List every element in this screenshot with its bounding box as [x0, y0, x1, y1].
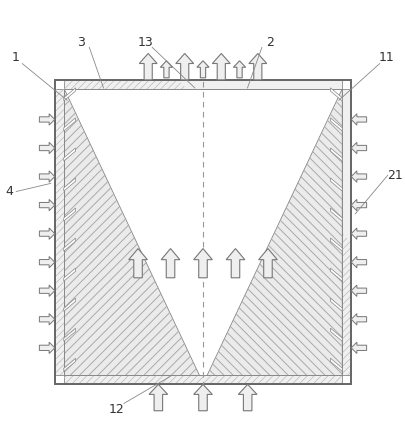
FancyArrow shape [350, 114, 366, 125]
FancyArrow shape [128, 249, 147, 278]
FancyArrow shape [350, 171, 366, 182]
Polygon shape [64, 80, 341, 89]
FancyArrow shape [149, 384, 167, 411]
Text: 12: 12 [109, 403, 124, 416]
Polygon shape [341, 89, 350, 375]
Polygon shape [64, 178, 75, 191]
Polygon shape [64, 298, 75, 311]
Polygon shape [64, 328, 75, 341]
FancyArrow shape [39, 199, 55, 211]
Text: 1: 1 [11, 51, 19, 64]
Text: 21: 21 [386, 169, 401, 182]
FancyArrow shape [39, 171, 55, 182]
FancyArrow shape [212, 53, 230, 80]
FancyArrow shape [39, 228, 55, 239]
FancyArrow shape [193, 249, 212, 278]
FancyArrow shape [350, 257, 366, 268]
Text: 4: 4 [5, 185, 13, 198]
Polygon shape [64, 268, 75, 281]
Bar [55, 80, 350, 384]
Polygon shape [330, 88, 341, 101]
Polygon shape [330, 178, 341, 191]
Polygon shape [330, 118, 341, 131]
FancyArrow shape [39, 114, 55, 125]
Polygon shape [55, 89, 64, 375]
Polygon shape [64, 118, 75, 131]
Polygon shape [207, 89, 341, 375]
Polygon shape [330, 328, 341, 341]
FancyArrow shape [350, 285, 366, 297]
Polygon shape [64, 358, 75, 371]
Polygon shape [64, 375, 341, 384]
FancyArrow shape [350, 314, 366, 325]
Text: 11: 11 [378, 51, 393, 64]
Polygon shape [330, 268, 341, 281]
FancyArrow shape [350, 342, 366, 353]
FancyArrow shape [196, 61, 209, 78]
Text: 3: 3 [77, 35, 85, 49]
Polygon shape [64, 238, 75, 251]
FancyArrow shape [161, 249, 179, 278]
Polygon shape [64, 89, 198, 375]
FancyArrow shape [350, 142, 366, 154]
Polygon shape [330, 208, 341, 221]
FancyArrow shape [258, 249, 277, 278]
Polygon shape [330, 238, 341, 251]
FancyArrow shape [233, 61, 245, 78]
FancyArrow shape [160, 61, 172, 78]
FancyArrow shape [39, 314, 55, 325]
FancyArrow shape [39, 142, 55, 154]
Polygon shape [330, 148, 341, 161]
FancyArrow shape [226, 249, 244, 278]
FancyArrow shape [175, 53, 193, 80]
FancyArrow shape [248, 53, 266, 80]
FancyArrow shape [39, 257, 55, 268]
Polygon shape [64, 88, 75, 101]
Polygon shape [64, 148, 75, 161]
Bar [64, 89, 341, 375]
Polygon shape [330, 358, 341, 371]
FancyArrow shape [39, 342, 55, 353]
Polygon shape [330, 298, 341, 311]
FancyArrow shape [139, 53, 157, 80]
Text: 13: 13 [137, 35, 153, 49]
FancyArrow shape [238, 384, 256, 411]
Polygon shape [64, 208, 75, 221]
FancyArrow shape [193, 384, 212, 411]
Text: 2: 2 [265, 35, 273, 49]
FancyArrow shape [350, 228, 366, 239]
FancyArrow shape [350, 199, 366, 211]
FancyArrow shape [39, 285, 55, 297]
